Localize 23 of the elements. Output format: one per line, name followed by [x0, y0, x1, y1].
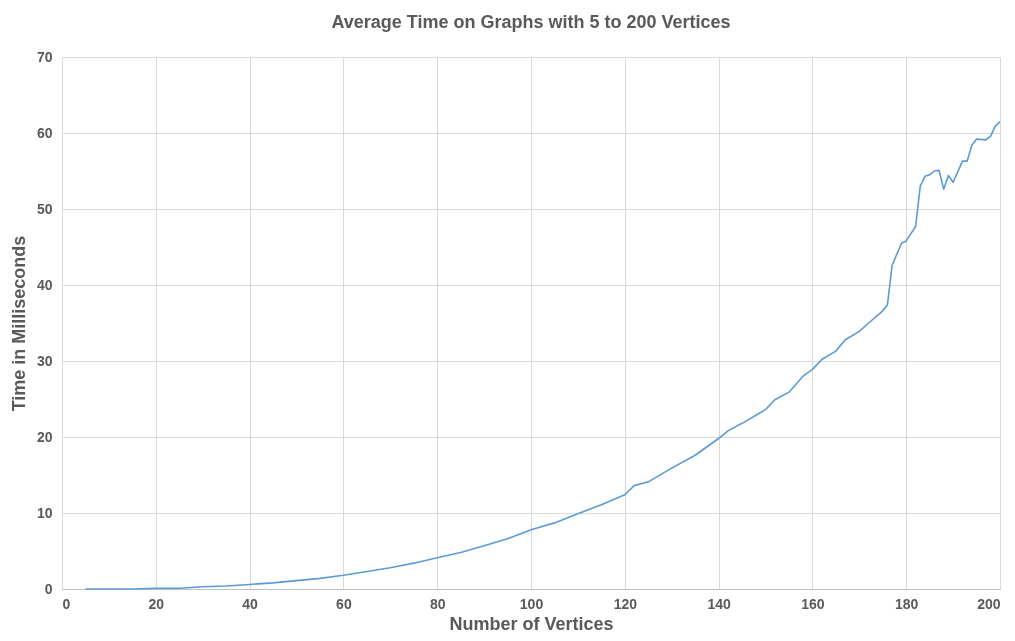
x-tick-label: 100: [519, 595, 544, 612]
x-axis-title: Number of Vertices: [449, 613, 614, 634]
x-tick-label: 120: [613, 595, 638, 612]
x-tick-label: 140: [707, 595, 731, 612]
chart-title: Average Time on Graphs with 5 to 200 Vertices: [331, 12, 731, 32]
y-tick-label: 20: [36, 428, 53, 445]
x-tick-label: 60: [336, 595, 352, 612]
x-tick-label: 20: [148, 595, 165, 612]
y-tick-label: 60: [36, 124, 53, 141]
x-tick-label: 80: [429, 595, 446, 612]
y-tick-label: 70: [36, 48, 53, 65]
y-tick-label: 40: [36, 276, 53, 293]
x-tick-label: 40: [242, 595, 259, 612]
y-tick-label: 0: [44, 580, 53, 597]
line-series: [84, 120, 1001, 590]
y-tick-label: 50: [36, 200, 53, 217]
y-tick-label: 10: [36, 504, 53, 521]
x-tick-label: 180: [895, 595, 919, 612]
y-axis-title: Time in Milliseconds: [8, 235, 29, 412]
x-tick-label: 160: [801, 595, 825, 612]
x-tick-label: 200: [977, 595, 1001, 612]
x-tick-label: 0: [62, 595, 71, 612]
y-tick-label: 30: [36, 352, 53, 369]
